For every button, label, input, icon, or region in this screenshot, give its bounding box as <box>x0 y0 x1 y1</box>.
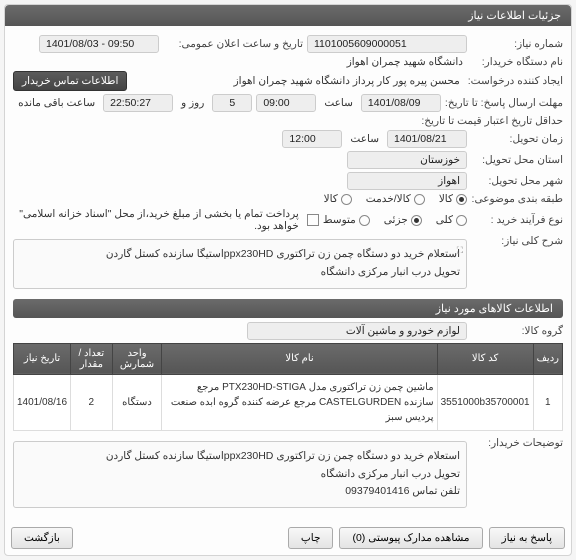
radio-kala[interactable]: کالا <box>439 193 467 205</box>
city-value: اهواز <box>347 172 467 190</box>
countdown: 22:50:27 <box>103 94 173 112</box>
pay-note: پرداخت تمام یا بخشی از مبلغ خرید،از محل … <box>13 208 303 232</box>
cell-qty: 2 <box>71 374 113 430</box>
cell-idx: 1 <box>533 374 562 430</box>
province-label: استان محل تحویل: <box>471 154 563 166</box>
group-value: لوازم خودرو و ماشین آلات <box>247 322 467 340</box>
extra-box: استعلام خرید دو دستگاه چمن زن تراکتوری p… <box>13 441 467 509</box>
th-code: کد کالا <box>437 343 533 374</box>
remain-label: ساعت باقی مانده <box>14 97 99 109</box>
category-label: طبقه بندی موضوعی: <box>471 193 563 205</box>
radio-khadmat[interactable]: کالا/خدمت <box>366 193 425 205</box>
cell-unit: دستگاه <box>112 374 162 430</box>
reply-button[interactable]: پاسخ به نیاز <box>489 527 565 549</box>
pay-checkbox[interactable] <box>307 214 319 226</box>
cell-code: 3551000b35700001 <box>437 374 533 430</box>
table-row: 1 3551000b35700001 ماشین چمن زن تراکتوری… <box>14 374 563 430</box>
summary-text: استعلام خرید دو دستگاه چمن زن تراکتوری p… <box>106 248 460 278</box>
requester-value: محسن پیره پور کار پرداز دانشگاه شهید چمر… <box>131 75 463 87</box>
th-name: نام کالا <box>162 343 437 374</box>
validity-label: حداقل تاریخ اعتبار قیمت تا تاریخ: <box>421 115 563 127</box>
delivery-time: 12:00 <box>282 130 342 148</box>
print-button[interactable]: چاپ <box>288 527 334 549</box>
delivery-label: زمان تحویل: <box>471 133 563 145</box>
city-label: شهر محل تحویل: <box>471 175 563 187</box>
expand-icon[interactable]: ⛶ <box>453 243 463 253</box>
radio-kala2[interactable]: کالا <box>324 193 352 205</box>
need-no-label: شماره نیاز: <box>471 38 563 50</box>
panel-title: جزئیات اطلاعات نیاز <box>5 5 571 26</box>
process-radio-group: کلی جزئی متوسط <box>323 214 467 226</box>
attachments-button[interactable]: مشاهده مدارک پیوستی (0) <box>339 527 482 549</box>
need-no-value: 1101005609000051 <box>307 35 467 53</box>
announce-label: تاریخ و ساعت اعلان عمومی: <box>163 38 303 50</box>
cell-name: ماشین چمن زن تراکتوری مدل PTX230HD-STIGA… <box>162 374 437 430</box>
summary-label: شرح کلی نیاز: <box>471 235 563 247</box>
radio-medium[interactable]: متوسط <box>323 214 370 226</box>
time-label-1: ساعت <box>320 97 357 109</box>
and-label: روز و <box>177 97 208 109</box>
footer: پاسخ به نیاز مشاهده مدارک پیوستی (0) چاپ… <box>5 521 571 555</box>
th-qty: تعداد / مقدار <box>71 343 113 374</box>
buyer-label: نام دستگاه خریدار: <box>471 56 563 68</box>
summary-box: ⛶ استعلام خرید دو دستگاه چمن زن تراکتوری… <box>13 239 467 289</box>
back-button[interactable]: بازگشت <box>11 527 73 549</box>
extra-text: استعلام خرید دو دستگاه چمن زن تراکتوری p… <box>106 450 460 498</box>
details-panel: جزئیات اطلاعات نیاز شماره نیاز: 11010056… <box>4 4 572 556</box>
radio-total[interactable]: کلی <box>436 214 467 226</box>
th-idx: ردیف <box>533 343 562 374</box>
deadline-time: 09:00 <box>256 94 316 112</box>
items-table: ردیف کد کالا نام کالا واحد شمارش تعداد /… <box>13 343 563 431</box>
cell-date: 1401/08/16 <box>14 374 71 430</box>
process-label: نوع فرآیند خرید : <box>471 214 563 226</box>
delivery-date: 1401/08/21 <box>387 130 467 148</box>
days-left: 5 <box>212 94 252 112</box>
deadline-date: 1401/08/09 <box>361 94 441 112</box>
items-section-title: اطلاعات کالاهای مورد نیاز <box>13 299 563 318</box>
announce-value: 1401/08/03 - 09:50 <box>39 35 159 53</box>
contact-button[interactable]: اطلاعات تماس خریدار <box>13 71 127 91</box>
radio-partial[interactable]: جزئی <box>384 214 422 226</box>
category-radio-group: کالا کالا/خدمت کالا <box>324 193 467 205</box>
buyer-value: دانشگاه شهید چمران اهواز <box>343 56 467 68</box>
th-date: تاریخ نیاز <box>14 343 71 374</box>
requester-label: ایجاد کننده درخواست: <box>468 75 563 87</box>
th-unit: واحد شمارش <box>112 343 162 374</box>
group-label: گروه کالا: <box>471 325 563 337</box>
time-label-2: ساعت <box>346 133 383 145</box>
extra-label: توضیحات خریدار: <box>471 437 563 449</box>
deadline-label: مهلت ارسال پاسخ: تا تاریخ: <box>445 97 563 109</box>
province-value: خوزستان <box>347 151 467 169</box>
